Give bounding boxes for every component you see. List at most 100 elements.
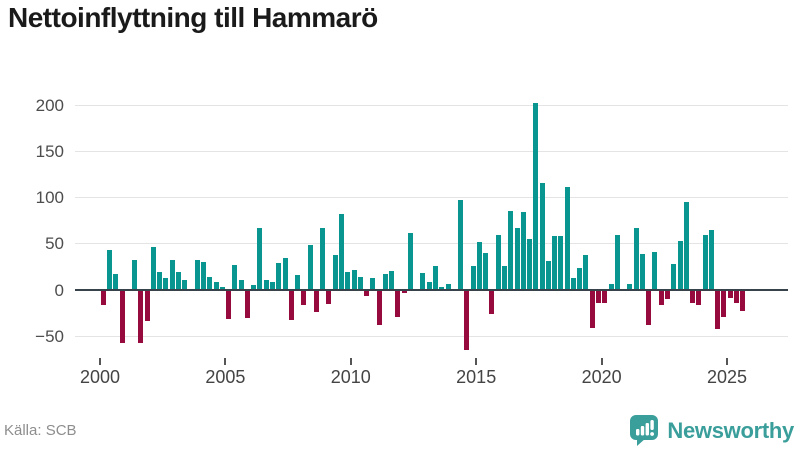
bar: [495, 234, 501, 290]
x-axis-tick: [99, 358, 101, 365]
bar: [382, 274, 388, 290]
bar: [665, 290, 670, 300]
bar: [608, 284, 614, 290]
bar: [589, 290, 595, 328]
bar: [690, 290, 696, 303]
gridline: [75, 243, 788, 245]
bar: [376, 290, 382, 326]
bar: [138, 290, 144, 343]
bar: [269, 281, 275, 290]
gridline: [75, 150, 788, 152]
bar: [614, 235, 620, 290]
bar: [132, 259, 138, 290]
y-axis-label: 0: [54, 280, 64, 300]
bar: [282, 257, 288, 290]
bar: [696, 290, 702, 305]
bar: [508, 211, 514, 290]
bar: [313, 290, 319, 313]
x-axis-label: 2025: [706, 367, 748, 387]
gridline: [75, 335, 788, 337]
bar: [552, 236, 558, 290]
chart-title: Nettoinflyttning till Hammarö: [8, 2, 378, 33]
bar: [226, 290, 232, 319]
bar: [602, 290, 608, 303]
bar: [232, 265, 238, 290]
bar: [533, 103, 539, 290]
bar: [658, 290, 664, 305]
x-axis-label: 2000: [79, 367, 121, 387]
bar: [715, 290, 721, 329]
bar: [483, 253, 489, 290]
bar: [671, 264, 677, 290]
bar: [106, 250, 112, 290]
gridline: [75, 197, 788, 199]
bar: [351, 269, 357, 290]
bar: [194, 259, 200, 290]
bar: [426, 281, 432, 290]
bar: [433, 265, 438, 290]
x-axis-tick: [600, 358, 603, 365]
bar: [288, 290, 294, 320]
bar: [558, 236, 564, 290]
bar: [570, 277, 576, 290]
bar: [201, 262, 207, 290]
bar: [420, 273, 426, 290]
bar: [708, 229, 714, 290]
source-note: Källa: SCB: [4, 422, 77, 439]
bar: [633, 228, 639, 290]
x-axis-label: 2010: [330, 367, 371, 387]
bar: [295, 275, 301, 290]
bar: [345, 272, 351, 290]
x-axis-tick: [224, 358, 227, 365]
x-axis-label: 2015: [456, 367, 497, 387]
bar: [733, 290, 739, 303]
bar: [163, 277, 169, 290]
bar: [389, 270, 395, 290]
bar: [740, 290, 746, 312]
bar: [514, 228, 520, 290]
bar: [445, 284, 451, 290]
bar: [401, 290, 407, 293]
bar: [583, 254, 589, 290]
bar: [144, 290, 150, 322]
x-axis-label: 2005: [205, 367, 246, 387]
bar: [439, 287, 445, 290]
bar: [157, 272, 163, 290]
bar: [207, 277, 213, 290]
y-axis-label: 50: [45, 234, 64, 254]
bar: [470, 265, 476, 290]
y-axis-label: 100: [35, 188, 64, 208]
bar: [326, 290, 332, 304]
y-axis-label: −50: [35, 326, 64, 346]
bar: [150, 246, 156, 290]
bar: [219, 287, 225, 290]
bar: [464, 290, 470, 351]
bar: [458, 200, 464, 290]
bar: [520, 212, 526, 290]
bar: [545, 261, 551, 290]
bar: [301, 290, 307, 305]
bar: [175, 271, 181, 290]
x-axis-label: 2020: [581, 367, 622, 387]
bar: [257, 228, 263, 290]
bar: [307, 244, 313, 290]
bar: [213, 281, 219, 290]
x-axis-tick: [475, 358, 478, 365]
brand-logo: Newsworthy: [629, 414, 794, 447]
bar: [370, 277, 376, 290]
x-axis-tick: [726, 358, 728, 365]
bar: [238, 279, 244, 290]
bar: [263, 279, 269, 290]
bar: [677, 241, 683, 290]
bar: [596, 290, 602, 303]
gridline: [75, 104, 788, 106]
bar: [683, 202, 689, 290]
bar: [100, 290, 106, 305]
bar: [357, 277, 363, 290]
bar: [364, 290, 370, 297]
bar: [407, 232, 413, 290]
bar: [338, 214, 344, 290]
bar: [646, 290, 652, 326]
newsworthy-icon: [629, 414, 660, 447]
